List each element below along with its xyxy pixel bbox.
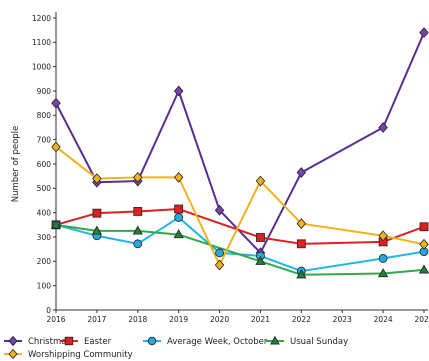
legend-label-average-week-october: Average Week, October: [167, 337, 268, 347]
data-point-christmas: [173, 85, 184, 97]
series-line-usual-sunday: [55, 223, 425, 276]
x-tick-label: 2017: [87, 315, 106, 324]
data-point-worshipping-community: [419, 238, 429, 250]
y-tick-label: 1100: [32, 38, 51, 47]
y-tick-label: 0: [46, 306, 51, 315]
data-point-usual-sunday: [378, 268, 389, 278]
y-tick-label: 1200: [32, 14, 51, 23]
series-line-christmas: [55, 32, 425, 254]
x-tick-label: 2018: [128, 315, 147, 324]
data-point-average-week-october: [133, 239, 143, 249]
y-tick-label: 800: [37, 111, 52, 120]
legend-label-easter: Easter: [84, 337, 112, 347]
data-point-worshipping-community: [51, 141, 61, 153]
data-point-usual-sunday: [132, 225, 143, 235]
chart-legend: Christmas Easter Average Week, October Usua…: [4, 335, 348, 360]
data-point-usual-sunday: [296, 269, 307, 279]
legend-label-usual-sunday: Usual Sunday: [290, 337, 348, 347]
legend-marker-average-week-october: [147, 336, 157, 346]
x-tick-label: 2023: [333, 315, 352, 324]
y-tick-label: 600: [37, 160, 52, 169]
data-point-easter: [133, 207, 143, 216]
data-point-average-week-october: [378, 254, 388, 263]
series-line-worshipping-community: [55, 146, 425, 266]
x-tick-label: 2020: [210, 315, 229, 324]
data-point-worshipping-community: [92, 173, 102, 185]
data-point-easter: [174, 204, 184, 214]
x-tick-label: 2022: [292, 315, 311, 324]
data-point-worshipping-community: [173, 171, 184, 183]
data-point-worshipping-community: [296, 218, 307, 230]
data-point-usual-sunday: [173, 229, 184, 239]
y-tick-label: 500: [37, 184, 52, 193]
chart-series-markers: [50, 27, 429, 279]
data-point-easter: [256, 233, 265, 242]
y-axis-label: Number of people: [11, 126, 21, 203]
data-point-easter: [296, 239, 306, 249]
y-tick-label: 900: [37, 87, 52, 96]
x-tick-label: 2021: [251, 315, 270, 324]
data-point-christmas: [296, 167, 307, 178]
data-point-easter: [92, 208, 102, 218]
legend-label-worshipping-community: Worshipping Community: [28, 350, 133, 360]
data-point-average-week-october: [174, 213, 184, 222]
data-point-worshipping-community: [133, 171, 143, 183]
series-line-easter: [55, 208, 425, 245]
y-tick-label: 1000: [32, 62, 51, 71]
chart-series-lines: [55, 32, 425, 276]
series-line-average-week-october: [55, 216, 425, 273]
data-point-christmas: [378, 122, 388, 133]
legend-label-christmas: Christmas: [28, 337, 71, 347]
legend-marker-christmas: [8, 335, 18, 347]
chart-axes: 0 100 200 300 400 500 600 700 800 900 1000 1100 1200…: [11, 12, 429, 324]
legend-marker-worshipping-community: [8, 348, 18, 360]
y-tick-label: 700: [37, 135, 52, 144]
data-point-usual-sunday: [50, 219, 62, 229]
data-point-easter: [419, 222, 429, 232]
data-point-worshipping-community: [378, 230, 388, 242]
data-point-christmas: [51, 97, 61, 109]
x-tick-label: 2024: [374, 315, 393, 324]
data-point-average-week-october: [215, 248, 224, 258]
x-tick-label: 2025: [414, 315, 429, 324]
y-tick-label: 100: [37, 281, 52, 290]
data-point-christmas: [419, 27, 429, 39]
legend-marker-usual-sunday: [270, 335, 280, 345]
legend-marker-easter: [64, 336, 74, 346]
data-point-usual-sunday: [91, 225, 102, 235]
x-tick-label: 2019: [169, 315, 188, 324]
data-point-usual-sunday: [418, 264, 429, 274]
data-point-worshipping-community: [214, 259, 225, 271]
data-point-worshipping-community: [255, 175, 266, 187]
data-point-usual-sunday: [255, 255, 266, 265]
y-tick-label: 400: [37, 208, 52, 217]
x-tick-label: 2016: [46, 315, 65, 324]
data-point-christmas: [214, 204, 225, 216]
y-tick-label: 300: [37, 233, 52, 242]
y-tick-label: 200: [37, 257, 52, 266]
